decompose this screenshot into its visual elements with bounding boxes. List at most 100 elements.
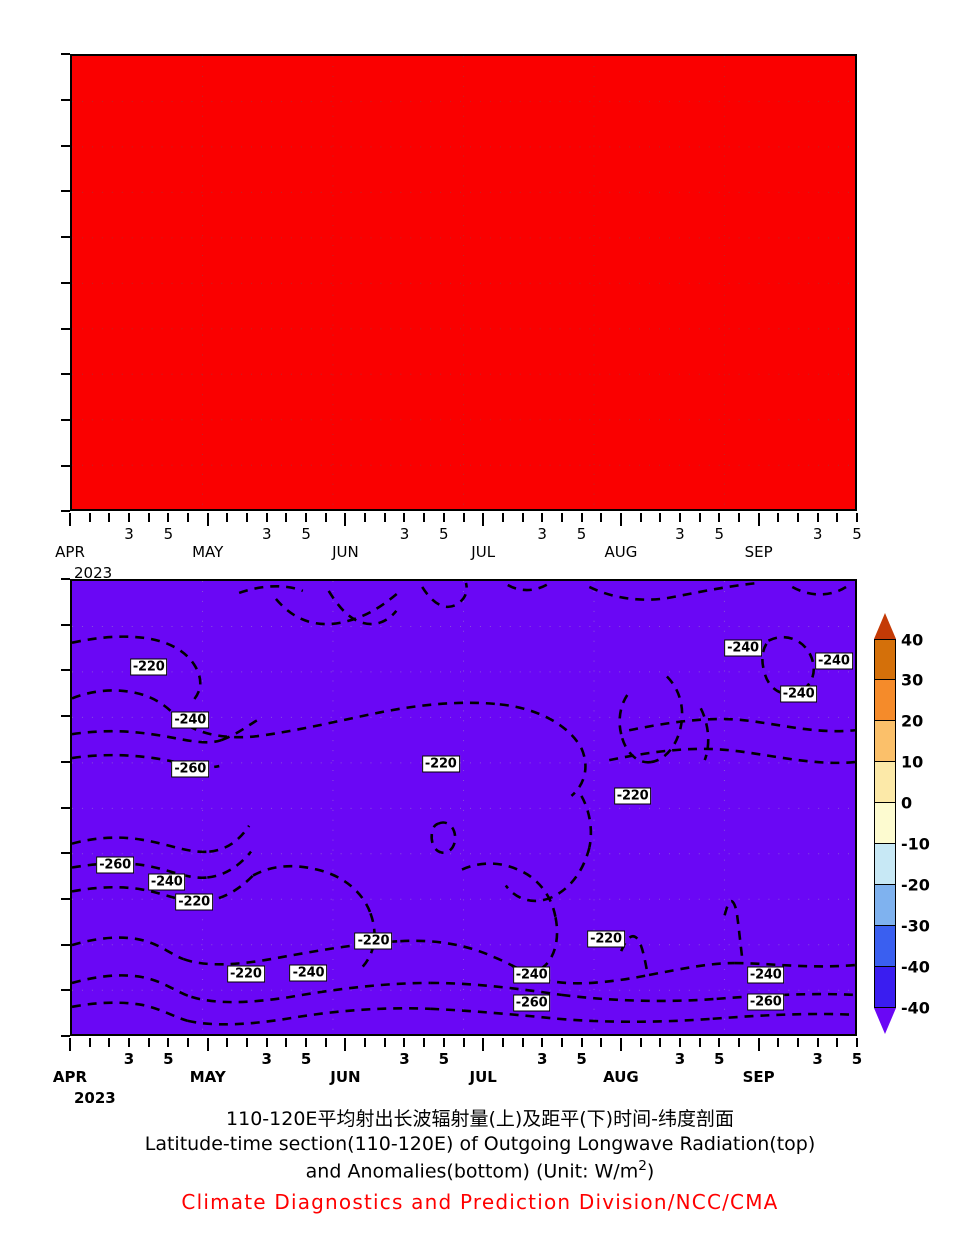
x-tick-label-day: 5 — [851, 1050, 863, 1068]
x-tick-mark — [167, 1038, 170, 1047]
colorbar-tick-label: 0 — [901, 793, 913, 813]
title-unit-prefix: and Anomalies(bottom) (Unit: W/m — [305, 1160, 639, 1183]
y-tick-mark — [61, 852, 70, 855]
contour-label: -220 — [226, 965, 265, 983]
colorbar-band: -40 -40 — [874, 958, 930, 1018]
y-tick-mark — [61, 236, 70, 239]
x-tick-mark — [167, 513, 170, 522]
x-tick-mark — [383, 513, 386, 522]
x-tick-mark — [718, 513, 721, 522]
x-tick-label-month: SEP — [744, 543, 773, 561]
x-tick-mark — [836, 1038, 839, 1047]
x-tick-mark — [462, 1038, 465, 1047]
contour-label: -240 — [147, 873, 186, 891]
x-tick-mark — [246, 513, 249, 522]
x-tick-label-month: AUG — [604, 543, 638, 561]
x-tick-label-month: JUL — [469, 1068, 497, 1086]
colorbar-band: -20 — [874, 876, 930, 926]
x-tick-mark — [600, 1038, 603, 1047]
colorbar-arrow-top — [874, 613, 896, 639]
x-tick-label-month: MAY — [189, 1068, 226, 1086]
contour-label: -240 — [289, 964, 328, 982]
x-tick-mark — [836, 513, 839, 522]
x-tick-mark — [737, 1038, 740, 1047]
x-tick-mark — [442, 1038, 445, 1047]
chart-title-english-line1: Latitude-time section(110-120E) of Outgo… — [144, 1133, 816, 1155]
x-tick-label-month: SEP — [742, 1068, 775, 1086]
x-tick-label-day: 3 — [123, 1050, 135, 1068]
x-tick-label-month: APR — [55, 543, 85, 561]
contour-label: -220 — [175, 893, 214, 911]
contour-label: -240 — [171, 711, 210, 729]
x-tick-mark — [226, 1038, 229, 1047]
x-tick-mark — [206, 513, 209, 526]
x-tick-mark — [206, 1038, 209, 1051]
x-tick-label-day: 5 — [301, 525, 311, 543]
x-tick-mark — [580, 1038, 583, 1047]
x-tick-label-month: JUL — [471, 543, 496, 561]
x-tick-label-month: JUN — [332, 543, 359, 561]
x-tick-mark — [777, 513, 780, 522]
x-tick-mark — [344, 513, 347, 526]
x-tick-mark — [737, 513, 740, 522]
contour-label: -240 — [746, 966, 785, 984]
olr-plot-area — [70, 54, 857, 511]
x-tick-mark — [88, 1038, 91, 1047]
contour-label: -240 — [814, 652, 853, 670]
x-tick-label-day: 3 — [399, 525, 410, 543]
title-unit-suffix: ) — [646, 1160, 655, 1183]
colorbar: 40 30 20 10 0 -10 -20 -30 -40 -40 — [874, 613, 930, 1034]
x-tick-mark — [226, 513, 229, 522]
x-axis-year-label: 2023 — [74, 1089, 116, 1107]
x-tick-mark — [364, 513, 367, 522]
x-tick-mark — [856, 513, 858, 522]
anomaly-plot-area: -220 -240 -260 -220 -220 -240 -240 -240 -260 -240… — [70, 579, 857, 1036]
x-tick-mark — [462, 513, 465, 522]
x-tick-label-day: 5 — [163, 525, 174, 543]
y-tick-mark — [61, 897, 70, 900]
x-tick-mark — [816, 513, 819, 522]
colorbar-tick-label: 40 — [901, 630, 924, 650]
x-tick-mark — [639, 1038, 642, 1047]
x-tick-mark — [541, 513, 544, 522]
x-tick-mark — [403, 1038, 406, 1047]
x-tick-label-day: 3 — [674, 1050, 686, 1068]
y-tick-mark — [61, 418, 70, 421]
x-tick-label-day: 3 — [537, 525, 547, 543]
x-tick-mark — [718, 1038, 721, 1047]
credit-line: Climate Diagnostics and Prediction Divis… — [181, 1190, 779, 1214]
x-tick-mark — [856, 1038, 858, 1047]
x-tick-mark — [501, 1038, 504, 1047]
x-tick-mark — [619, 1038, 622, 1051]
y-tick-mark — [61, 760, 70, 763]
y-tick-mark — [61, 464, 70, 467]
x-tick-label-day: 3 — [399, 1050, 410, 1068]
x-axis-year-label: 2023 — [74, 564, 113, 582]
colorbar-band: 20 — [874, 712, 923, 762]
contour-label: -260 — [96, 856, 134, 874]
x-tick-label-day: 3 — [261, 525, 272, 543]
x-tick-mark — [580, 513, 583, 522]
x-tick-mark — [619, 513, 622, 526]
x-tick-mark — [678, 1038, 681, 1047]
x-tick-mark — [757, 1038, 760, 1051]
x-tick-mark — [501, 513, 504, 522]
x-tick-mark — [305, 513, 308, 522]
x-tick-mark — [777, 1038, 780, 1047]
y-tick-mark — [61, 99, 70, 101]
y-tick-mark — [61, 578, 70, 580]
y-tick-mark — [61, 1035, 70, 1037]
x-tick-label-day: 5 — [714, 1050, 725, 1068]
y-tick-mark — [61, 806, 70, 809]
colorbar-tick-label: -40 — [901, 998, 930, 1018]
x-tick-mark — [364, 1038, 367, 1047]
x-tick-label-day: 3 — [261, 1050, 272, 1068]
chart-title-chinese: 110-120E平均射出长波辐射量(上)及距平(下)时间-纬度剖面 — [226, 1108, 734, 1130]
x-tick-label-month: APR — [52, 1068, 88, 1086]
contour-label: -240 — [779, 685, 818, 703]
colorbar-band: -10 — [874, 835, 930, 885]
colorbar-band: -30 — [874, 917, 930, 967]
contour-label: -240 — [724, 639, 762, 657]
x-tick-mark — [678, 513, 681, 522]
colorbar-tick-label: 30 — [901, 670, 924, 690]
